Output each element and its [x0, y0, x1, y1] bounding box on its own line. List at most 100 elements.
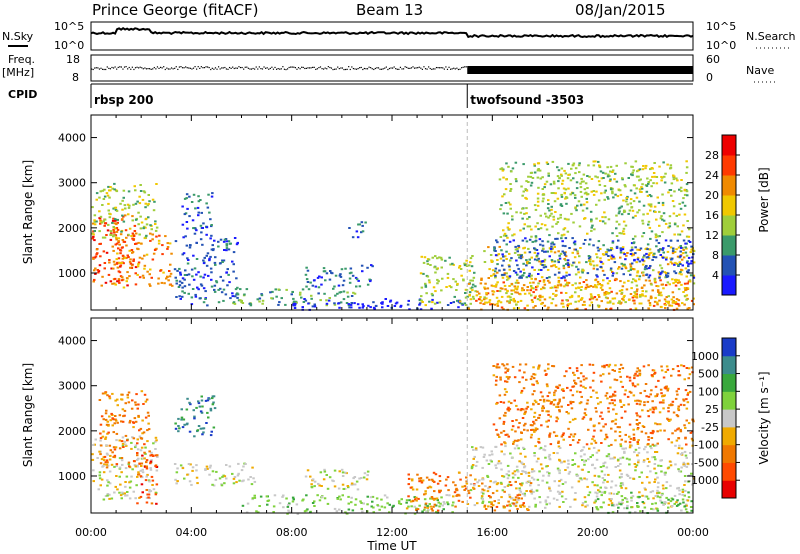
echo-cell: [235, 481, 238, 484]
echo-cell: [656, 235, 660, 238]
echo-cell: [102, 430, 105, 433]
freq-dot: [257, 68, 259, 70]
echo-cell: [659, 264, 662, 267]
echo-cell: [500, 306, 504, 309]
echo-cell: [537, 367, 540, 370]
echo-cell: [201, 227, 204, 229]
echo-cell: [584, 414, 588, 416]
echo-cell: [362, 476, 366, 479]
echo-cell: [563, 285, 566, 288]
freq-dot: [429, 67, 431, 70]
echo-cell: [218, 477, 222, 480]
echo-cell: [228, 465, 232, 468]
echo-cell: [557, 271, 561, 274]
echo-cell: [624, 410, 627, 413]
echo-cell: [541, 395, 544, 398]
echo-cell: [524, 188, 527, 191]
echo-cell: [682, 365, 686, 368]
echo-cell: [657, 481, 660, 484]
colorbar-cell: [722, 175, 736, 196]
freq-dot: [359, 67, 361, 69]
echo-cell: [592, 244, 595, 247]
echo-cell: [620, 289, 624, 291]
echo-cell: [550, 265, 553, 268]
freq-dot: [348, 66, 350, 68]
echo-cell: [675, 262, 679, 265]
echo-cell: [634, 160, 638, 163]
echo-cell: [171, 284, 174, 287]
echo-cell: [546, 207, 550, 210]
freq-dot: [119, 66, 121, 68]
echo-cell: [677, 264, 680, 267]
echo-cell: [408, 499, 411, 502]
echo-cell: [650, 167, 654, 169]
echo-cell: [208, 473, 211, 476]
echo-cell: [550, 208, 553, 211]
colorbar-tick-label: 1000: [691, 350, 719, 363]
echo-cell: [213, 261, 217, 264]
echo-cell: [141, 491, 144, 494]
echo-cell: [117, 278, 121, 281]
echo-cell: [219, 287, 222, 290]
echo-cell: [483, 504, 487, 507]
echo-cell: [640, 287, 644, 289]
echo-cell: [150, 459, 153, 462]
echo-cell: [501, 273, 504, 276]
echo-cell: [508, 495, 512, 498]
echo-cell: [505, 380, 509, 383]
echo-cell: [573, 240, 577, 243]
echo-cell: [648, 274, 652, 277]
echo-cell: [92, 444, 95, 446]
echo-cell: [690, 509, 693, 512]
echo-cell: [348, 272, 352, 275]
echo-cell: [646, 212, 649, 215]
echo-cell: [593, 484, 596, 487]
echo-cell: [606, 297, 609, 300]
echo-cell: [154, 440, 157, 443]
echo-cell: [130, 447, 133, 450]
echo-cell: [284, 303, 287, 306]
echo-cell: [372, 301, 375, 304]
freq-dot: [122, 68, 124, 70]
echo-cell: [202, 431, 205, 434]
echo-cell: [596, 268, 599, 271]
echo-cell: [602, 465, 605, 468]
echo-cell: [548, 502, 551, 505]
echo-cell: [521, 482, 524, 485]
echo-cell: [144, 236, 148, 239]
echo-cell: [199, 427, 203, 430]
echo-cell: [564, 481, 567, 484]
echo-cell: [619, 482, 623, 485]
echo-cell: [595, 217, 598, 220]
echo-cell: [677, 374, 680, 377]
echo-cell: [518, 460, 521, 463]
echo-cell: [667, 410, 670, 413]
echo-cell: [215, 281, 219, 284]
echo-cell: [624, 389, 627, 392]
echo-cell: [121, 442, 125, 445]
echo-cell: [157, 277, 160, 280]
echo-cell: [538, 299, 542, 302]
echo-cell: [152, 209, 156, 212]
echo-cell: [614, 364, 617, 367]
echo-cell: [106, 394, 109, 397]
echo-cell: [149, 468, 153, 471]
echo-cell: [519, 270, 522, 273]
echo-cell: [601, 477, 605, 479]
echo-cell: [512, 289, 515, 292]
echo-cell: [513, 251, 517, 254]
echo-cell: [328, 297, 331, 299]
echo-cell: [519, 255, 523, 257]
echo-cell: [558, 384, 561, 387]
echo-cell: [328, 476, 332, 479]
echo-cell: [569, 505, 572, 508]
echo-cell: [654, 385, 658, 388]
echo-cell: [636, 495, 640, 498]
echo-cell: [563, 460, 566, 463]
echo-cell: [174, 427, 178, 430]
echo-cell: [532, 478, 536, 481]
echo-cell: [589, 386, 592, 389]
echo-cell: [113, 491, 116, 494]
echo-cell: [505, 250, 508, 253]
echo-cell: [508, 408, 512, 411]
